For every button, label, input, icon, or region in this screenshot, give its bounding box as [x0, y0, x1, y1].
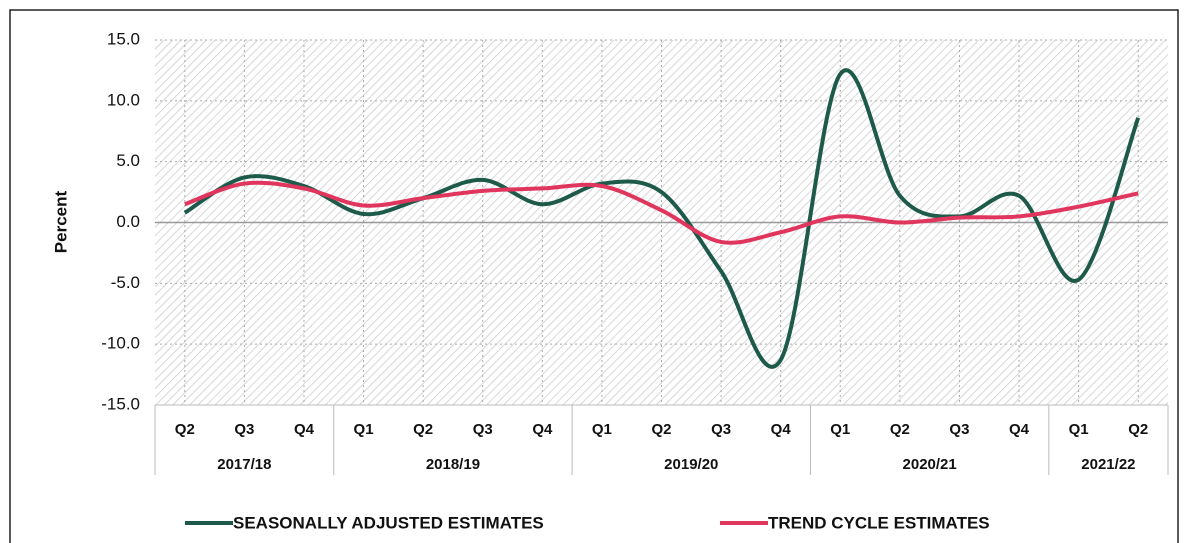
group-label: 2020/21: [903, 456, 957, 473]
x-tick-label: Q3: [473, 421, 493, 438]
y-tick-label: 10.0: [107, 90, 140, 109]
x-tick-label: Q2: [413, 421, 433, 438]
group-label: 2019/20: [664, 456, 718, 473]
y-tick-label: 0.0: [116, 212, 140, 231]
group-label: 2021/22: [1081, 456, 1135, 473]
x-tick-label: Q4: [294, 421, 315, 438]
y-tick-label: -15.0: [101, 394, 140, 413]
x-tick-label: Q2: [651, 421, 671, 438]
x-tick-label: Q3: [711, 421, 731, 438]
legend-label: SEASONALLY ADJUSTED ESTIMATES: [233, 513, 544, 532]
x-tick-label: Q4: [1009, 421, 1030, 438]
series-line: [183, 68, 1141, 369]
y-tick-label: -10.0: [101, 334, 140, 353]
x-tick-label: Q1: [830, 421, 850, 438]
series-line: [184, 180, 1139, 245]
frame: [9, 9, 1179, 543]
x-tick-label: Q3: [234, 421, 254, 438]
x-tick-label: Q3: [949, 421, 969, 438]
y-axis-label: Percent: [51, 190, 70, 253]
y-tick-label: 5.0: [116, 151, 140, 170]
x-tick-label: Q1: [1069, 421, 1089, 438]
group-label: 2017/18: [217, 456, 271, 473]
x-tick-label: Q4: [771, 421, 792, 438]
x-tick-label: Q1: [354, 421, 374, 438]
x-tick-label: Q1: [592, 421, 612, 438]
y-tick-label: 15.0: [107, 29, 140, 48]
y-tick-label: -5.0: [111, 273, 140, 292]
group-label: 2018/19: [426, 456, 480, 473]
x-tick-label: Q2: [175, 421, 195, 438]
x-tick-label: Q4: [532, 421, 553, 438]
x-tick-label: Q2: [1128, 421, 1148, 438]
legend-label: TREND CYCLE ESTIMATES: [768, 513, 990, 532]
x-tick-label: Q2: [890, 421, 910, 438]
